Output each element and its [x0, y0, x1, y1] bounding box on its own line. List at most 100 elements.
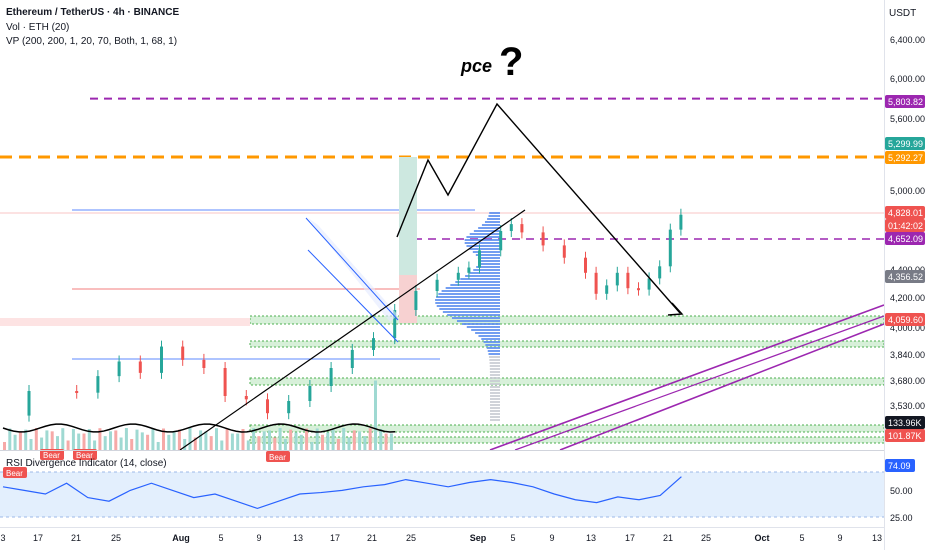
volume-bar — [183, 438, 187, 450]
x-tick-label: 21 — [663, 533, 673, 543]
volume-profile-bar — [489, 407, 500, 409]
volume-bar — [77, 433, 81, 450]
y-tick-label: 3,530.00 — [890, 401, 925, 411]
volume-bar — [193, 437, 197, 450]
bear-label: Bear — [76, 451, 93, 460]
candle — [329, 368, 333, 386]
price-badge-label: 133.96K — [888, 418, 922, 428]
rsi-value-badge — [885, 459, 915, 472]
rsi-band — [0, 472, 884, 517]
volume-profile-legend: VP (200, 200, 1, 20, 70, Both, 1, 68, 1) — [6, 36, 178, 47]
volume-profile-bar — [472, 251, 500, 253]
volume-bar — [103, 436, 107, 450]
volume-profile-bar — [489, 395, 500, 397]
volume-bar — [71, 428, 75, 450]
flag-channel-upper — [305, 217, 399, 321]
x-tick-label: 3 — [0, 533, 5, 543]
candle — [658, 266, 662, 279]
price-badge — [885, 313, 925, 326]
volume-profile-bar — [442, 311, 500, 313]
candle — [202, 359, 206, 368]
volume-bar — [188, 428, 192, 450]
x-tick-label: 9 — [256, 533, 261, 543]
volume-bar — [347, 437, 351, 450]
volume-bar — [177, 429, 181, 450]
price-badge — [885, 219, 925, 232]
volume-bar — [8, 428, 12, 450]
volume-bar — [66, 440, 70, 450]
candle — [160, 346, 163, 373]
candle — [562, 245, 566, 258]
chart-title: Ethereum / TetherUS · 4h · BINANCE — [6, 7, 180, 18]
volume-profile-bar — [490, 413, 500, 415]
candle — [499, 231, 503, 251]
volume-bar — [336, 438, 340, 450]
volume-profile-bar — [489, 398, 500, 400]
candle — [626, 272, 630, 289]
candle — [520, 224, 524, 233]
bear-badge — [266, 451, 290, 462]
volume-profile-bar — [438, 293, 500, 295]
volume-bar — [98, 428, 102, 450]
volume-bar — [289, 429, 293, 450]
long-position-stop — [399, 275, 417, 323]
volume-bar — [220, 440, 224, 450]
rsi-tick-label: 25.00 — [890, 513, 913, 523]
volume-bar — [199, 430, 203, 450]
volume-bar — [87, 428, 91, 450]
flag-channel-lower — [307, 249, 399, 343]
support-zone — [249, 340, 885, 348]
long-position-target — [399, 157, 417, 275]
volume-profile-bar — [475, 254, 500, 256]
volume-bar — [172, 432, 176, 450]
x-tick-label: 17 — [33, 533, 43, 543]
x-tick-label: 25 — [111, 533, 121, 543]
volume-profile-bar — [471, 329, 500, 331]
volume-profile-bar — [485, 344, 500, 346]
volume-profile-bar — [455, 281, 500, 283]
candle — [435, 279, 439, 291]
price-badge-label: 4,828.01 — [888, 208, 923, 218]
volume-bar — [130, 439, 134, 450]
price-badge — [885, 206, 925, 219]
volume-bar — [167, 434, 171, 450]
rsi-tick-label: 50.00 — [890, 486, 913, 496]
x-tick-label: 17 — [330, 533, 340, 543]
candle — [393, 310, 397, 339]
volume-bar — [119, 437, 123, 450]
support-zone — [249, 377, 885, 386]
resistance-zone-pink — [0, 318, 250, 326]
price-badge-label: 101.87K — [888, 431, 922, 441]
y-tick-label: 3,840.00 — [890, 350, 925, 360]
volume-profile-bar — [460, 278, 500, 280]
volume-bar — [13, 434, 17, 450]
candle — [584, 257, 587, 273]
volume-bar — [135, 429, 139, 450]
candle — [467, 267, 471, 273]
candle — [244, 396, 248, 400]
x-tick-label: 25 — [701, 533, 711, 543]
volume-bar — [331, 429, 335, 450]
volume-bar — [352, 430, 356, 450]
price-badge — [885, 137, 925, 150]
volume-profile-bar — [489, 212, 500, 214]
volume-profile-bar — [451, 317, 500, 319]
volume-bar — [18, 432, 22, 450]
volume-profile-bar — [441, 290, 500, 292]
candle — [668, 229, 672, 267]
bear-badge — [73, 449, 97, 460]
candle — [27, 391, 31, 416]
volume-profile-bar — [439, 308, 500, 310]
pane-divider[interactable] — [0, 450, 884, 451]
volume-bar — [34, 428, 38, 450]
price-badge — [885, 429, 925, 442]
volume-profile-bar — [466, 236, 500, 238]
y-tick-label: 6,000.00 — [890, 74, 925, 84]
volume-profile-bar — [490, 410, 500, 412]
volume-profile-bar — [461, 323, 500, 325]
volume-bar — [29, 438, 33, 450]
volume-profile-bar — [469, 233, 500, 235]
volume-profile-bar — [489, 383, 500, 385]
x-tick-label: 5 — [510, 533, 515, 543]
